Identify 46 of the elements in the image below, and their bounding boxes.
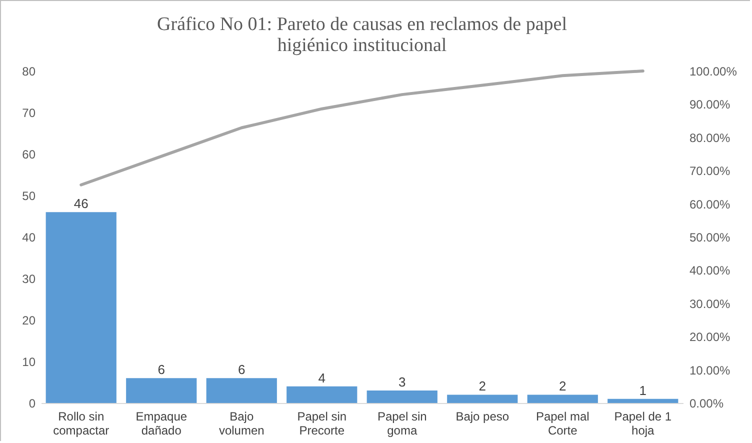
y-tick-label: 60 bbox=[22, 148, 36, 162]
y2-tick-label: 0.00% bbox=[690, 396, 724, 410]
y-tick-label: 0 bbox=[28, 396, 36, 410]
data-label: 3 bbox=[398, 374, 406, 390]
y-tick-label: 20 bbox=[22, 314, 36, 328]
y2-tick-label: 50.00% bbox=[690, 230, 731, 244]
x-tick-label: Rollo sin compactar bbox=[53, 410, 110, 438]
x-tick-label: Papel sin Precorte bbox=[297, 410, 347, 438]
chart-title: Gráfico No 01: Pareto de causas en reclamos de papel higiénico institucional bbox=[157, 14, 567, 56]
x-tick-label: Papel mal Corte bbox=[536, 410, 590, 438]
data-label: 4 bbox=[318, 370, 326, 386]
bar bbox=[46, 212, 116, 403]
bar bbox=[206, 378, 277, 403]
line-series bbox=[80, 70, 644, 186]
bar bbox=[608, 398, 678, 403]
x-tick-label: Empaque dañado bbox=[136, 410, 188, 438]
bar bbox=[126, 378, 197, 403]
y-tick-label: 80 bbox=[22, 64, 36, 78]
x-tick-label: Bajo volumen bbox=[218, 410, 264, 438]
data-label: 1 bbox=[639, 382, 646, 398]
bar bbox=[286, 386, 358, 403]
y-tick-label: 30 bbox=[22, 272, 36, 286]
bar bbox=[366, 390, 438, 403]
data-label: 2 bbox=[478, 378, 486, 394]
y2-tick-label: 70.00% bbox=[690, 164, 731, 178]
y2-tick-label: 20.00% bbox=[690, 330, 731, 344]
y2-tick-label: 100.00% bbox=[690, 64, 738, 78]
x-tick-label: Bajo peso bbox=[456, 410, 510, 424]
x-tick-label: Papel sin goma bbox=[377, 410, 427, 438]
y2-tick-label: 30.00% bbox=[690, 296, 731, 311]
bar bbox=[527, 394, 598, 403]
y2-tick-label: 60.00% bbox=[690, 197, 731, 212]
y-tick-label: 70 bbox=[22, 106, 36, 120]
y2-tick-label: 10.00% bbox=[690, 363, 731, 378]
y-tick-label: 10 bbox=[22, 355, 36, 369]
y-tick-label: 40 bbox=[22, 230, 36, 244]
data-label: 6 bbox=[158, 362, 165, 378]
data-label: 6 bbox=[238, 362, 246, 378]
y2-tick-label: 80.00% bbox=[690, 130, 731, 145]
data-label: 46 bbox=[74, 196, 88, 212]
x-tick-label: Papel de 1 hoja bbox=[614, 410, 672, 438]
y2-tick-label: 40.00% bbox=[690, 264, 731, 278]
y2-tick-label: 90.00% bbox=[690, 98, 731, 112]
y-tick-label: 50 bbox=[22, 189, 36, 203]
bar bbox=[447, 394, 518, 403]
data-label: 2 bbox=[559, 378, 566, 394]
